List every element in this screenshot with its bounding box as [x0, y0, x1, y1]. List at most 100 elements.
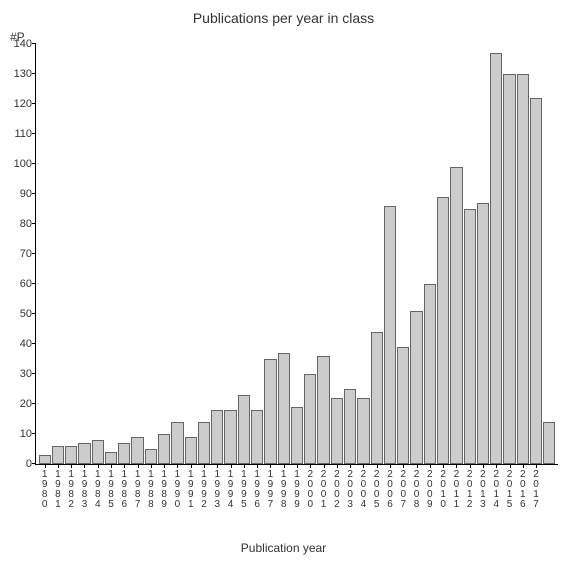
y-tick-label: 90	[4, 188, 36, 200]
bar-slot	[91, 44, 104, 464]
y-tick-label: 40	[4, 338, 36, 350]
x-tick-label: 2 0 0 0	[306, 470, 314, 510]
y-tick-label: 70	[4, 248, 36, 260]
x-tick-mark	[310, 464, 311, 468]
bar	[397, 347, 409, 464]
x-tick-label: 1 9 9 9	[293, 470, 301, 510]
x-tick-mark	[270, 464, 271, 468]
bar	[530, 98, 542, 464]
x-tick-label: 1 9 9 1	[187, 470, 195, 510]
x-tick-mark	[350, 464, 351, 468]
bar-slot	[144, 44, 157, 464]
x-tick-label: 2 0 1 1	[452, 470, 460, 510]
y-tick-mark	[32, 343, 36, 344]
y-tick-mark	[32, 433, 36, 434]
bar-slot	[158, 44, 171, 464]
bar-slot	[543, 44, 556, 464]
y-tick-mark	[32, 463, 36, 464]
x-tick-label: 2 0 0 6	[386, 470, 394, 510]
bar-slot	[476, 44, 489, 464]
bar-slot	[38, 44, 51, 464]
y-tick-label: 80	[4, 218, 36, 230]
x-tick-label: 1 9 8 4	[94, 470, 102, 510]
bar-slot	[251, 44, 264, 464]
chart-title: Publications per year in class	[0, 10, 567, 26]
x-tick-label: 1 9 8 7	[134, 470, 142, 510]
bar-slot	[237, 44, 250, 464]
bar	[304, 374, 316, 464]
y-tick-label: 60	[4, 278, 36, 290]
y-tick-mark	[32, 133, 36, 134]
x-tick-mark	[523, 464, 524, 468]
x-tick-mark	[84, 464, 85, 468]
bar	[65, 446, 77, 464]
x-tick-label: 1 9 9 7	[266, 470, 274, 510]
x-tick-label: 2 0 0 2	[333, 470, 341, 510]
bars-group	[36, 44, 558, 464]
bar-slot	[330, 44, 343, 464]
bar	[78, 443, 90, 464]
bar-slot	[304, 44, 317, 464]
bar	[224, 410, 236, 464]
y-tick-mark	[32, 193, 36, 194]
x-tick-mark	[403, 464, 404, 468]
x-tick-mark	[390, 464, 391, 468]
x-tick-label: 2 0 1 7	[532, 470, 540, 510]
bar	[238, 395, 250, 464]
bar-slot	[184, 44, 197, 464]
bar-slot	[490, 44, 503, 464]
x-tick-label: 1 9 9 5	[240, 470, 248, 510]
x-tick-label: 1 9 8 2	[67, 470, 75, 510]
bar	[464, 209, 476, 464]
x-tick-label: 2 0 1 4	[492, 470, 500, 510]
x-tick-label: 2 0 0 9	[426, 470, 434, 510]
bar	[52, 446, 64, 464]
x-tick-label: 1 9 9 8	[280, 470, 288, 510]
x-tick-label: 2 0 0 8	[413, 470, 421, 510]
bar	[145, 449, 157, 464]
bar-slot	[224, 44, 237, 464]
x-tick-label: 2 0 0 7	[399, 470, 407, 510]
x-tick-label: 2 0 0 5	[373, 470, 381, 510]
y-tick-label: 120	[4, 98, 36, 110]
x-tick-mark	[111, 464, 112, 468]
bar-slot	[357, 44, 370, 464]
bar-slot	[317, 44, 330, 464]
bar-slot	[343, 44, 356, 464]
bar-slot	[118, 44, 131, 464]
x-tick-mark	[151, 464, 152, 468]
y-tick-label: 110	[4, 128, 36, 140]
x-tick-mark	[58, 464, 59, 468]
x-tick-mark	[124, 464, 125, 468]
x-tick-label: 1 9 8 3	[80, 470, 88, 510]
y-tick-mark	[32, 163, 36, 164]
bar	[477, 203, 489, 464]
y-tick-label: 30	[4, 368, 36, 380]
bar-slot	[290, 44, 303, 464]
y-tick-mark	[32, 253, 36, 254]
x-tick-mark	[284, 464, 285, 468]
bar-slot	[423, 44, 436, 464]
bar-slot	[529, 44, 542, 464]
bar	[490, 53, 502, 464]
bar-slot	[78, 44, 91, 464]
x-tick-label: 2 0 1 2	[466, 470, 474, 510]
x-tick-mark	[456, 464, 457, 468]
y-tick-mark	[32, 373, 36, 374]
y-tick-mark	[32, 103, 36, 104]
bar-slot	[397, 44, 410, 464]
x-tick-mark	[191, 464, 192, 468]
x-tick-mark	[204, 464, 205, 468]
x-tick-mark	[45, 464, 46, 468]
x-tick-label: 2 0 0 3	[346, 470, 354, 510]
bar	[264, 359, 276, 464]
x-tick-mark	[177, 464, 178, 468]
x-tick-label: 2 0 1 3	[479, 470, 487, 510]
bar	[371, 332, 383, 464]
bar	[185, 437, 197, 464]
x-tick-label: 2 0 0 4	[359, 470, 367, 510]
y-tick-mark	[32, 73, 36, 74]
x-tick-label: 2 0 1 0	[439, 470, 447, 510]
x-tick-mark	[138, 464, 139, 468]
bar-slot	[211, 44, 224, 464]
